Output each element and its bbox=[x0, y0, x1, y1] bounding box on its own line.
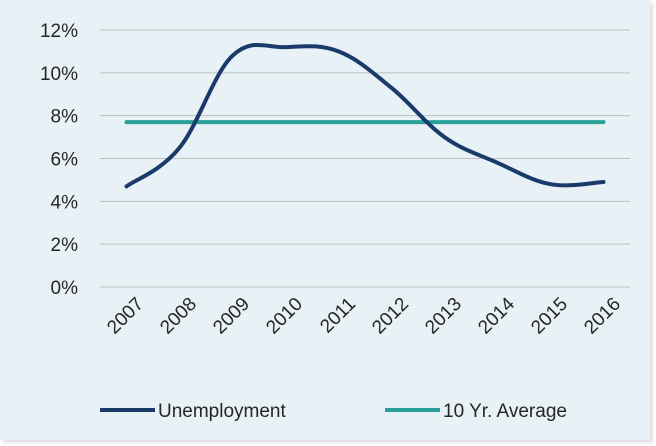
x-axis-tick-labels: 2007 2008 2009 2010 2011 2012 2013 2014 2015 2016 bbox=[103, 293, 625, 338]
x-tick-label: 2010 bbox=[262, 294, 307, 339]
legend-label-unemployment: Unemployment bbox=[158, 401, 286, 422]
y-tick-label: 4% bbox=[51, 192, 79, 213]
series-line-unemployment bbox=[124, 42, 606, 189]
x-tick-label: 2012 bbox=[368, 294, 413, 339]
series-lines bbox=[124, 42, 606, 189]
y-axis-tick-labels: 0% 2% 4% 6% 8% 10% 12% bbox=[40, 21, 78, 299]
x-tick-label: 2008 bbox=[156, 294, 201, 339]
x-tick-label: 2007 bbox=[103, 294, 148, 339]
legend: Unemployment 10 Yr. Average bbox=[100, 401, 567, 422]
x-tick-label: 2013 bbox=[421, 294, 466, 339]
legend-label-10yr-average: 10 Yr. Average bbox=[443, 401, 567, 422]
gridlines bbox=[100, 29, 630, 288]
y-tick-label: 8% bbox=[51, 107, 79, 128]
y-tick-label: 0% bbox=[51, 278, 79, 299]
y-tick-label: 6% bbox=[51, 150, 79, 171]
x-tick-label: 2009 bbox=[209, 294, 254, 339]
chart-area: 0% 2% 4% 6% 8% 10% 12% 2007 2008 2009 2010 2011 201… bbox=[0, 0, 650, 440]
line-chart: 0%2%4%6%8%10%12% 2007 2008 2009 2010 2011 201… bbox=[40, 21, 630, 422]
x-tick-label: 2011 bbox=[316, 294, 360, 338]
x-tick-label: 2016 bbox=[580, 294, 625, 339]
y-tick-label: 10% bbox=[40, 64, 78, 85]
y-tick-label: 2% bbox=[51, 235, 79, 256]
x-tick-label: 2015 bbox=[527, 294, 572, 339]
y-tick-label: 12% bbox=[40, 21, 78, 42]
x-tick-label: 2014 bbox=[474, 293, 519, 338]
